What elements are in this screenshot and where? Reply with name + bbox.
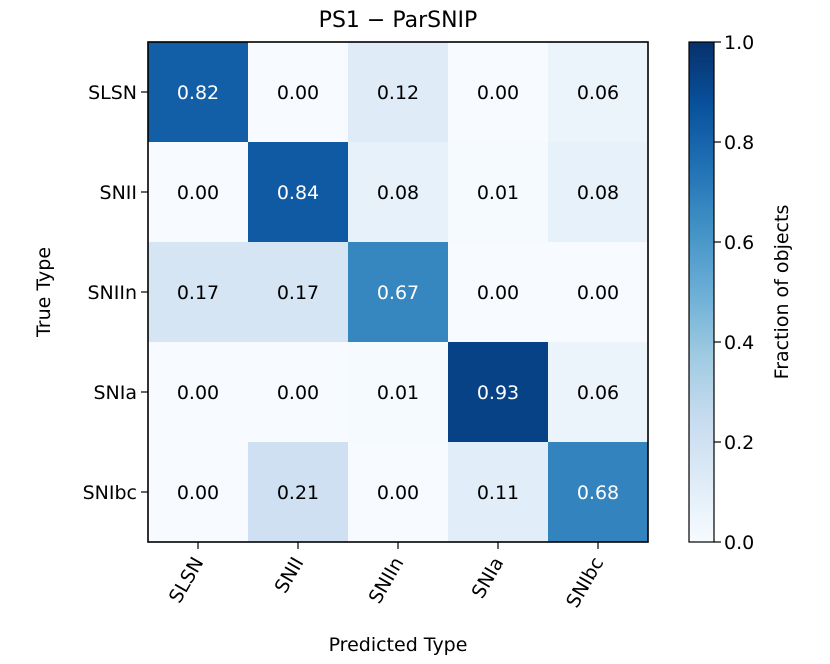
cell-value-label: 0.08 <box>377 182 419 204</box>
heatmap-cell <box>348 142 449 243</box>
x-tick-label: SLSN <box>165 554 209 607</box>
cell-value-label: 0.00 <box>177 182 219 204</box>
cell-value-label: 0.17 <box>277 282 319 304</box>
heatmap-cell <box>148 142 249 243</box>
chart-title: PS1 − ParSNIP <box>319 8 478 33</box>
heatmap-cell <box>348 242 449 343</box>
heatmap-cell <box>548 42 649 143</box>
heatmap-cell <box>548 242 649 343</box>
y-axis-label: True Type <box>33 247 55 338</box>
heatmap-cells <box>148 42 649 543</box>
cell-value-label: 0.00 <box>577 282 619 304</box>
cell-value-label: 0.84 <box>277 182 319 204</box>
colorbar-tick-label: 0.0 <box>724 532 754 554</box>
cell-value-label: 0.17 <box>177 282 219 304</box>
heatmap-cell <box>548 342 649 443</box>
y-tick-label: SNII <box>100 182 137 204</box>
colorbar-tick-label: 0.4 <box>724 332 754 354</box>
cell-value-label: 0.82 <box>177 82 219 104</box>
cell-value-label: 0.06 <box>577 82 619 104</box>
heatmap-cell <box>248 442 349 543</box>
y-tick-label: SNIa <box>93 382 137 404</box>
colorbar-tick-label: 0.8 <box>724 132 754 154</box>
cell-value-label: 0.12 <box>377 82 419 104</box>
x-tick-label: SNIIn <box>365 554 409 608</box>
x-tick-label: SNII <box>271 554 309 597</box>
heatmap-cell <box>148 442 249 543</box>
heatmap-cell <box>548 442 649 543</box>
cell-value-label: 0.00 <box>277 82 319 104</box>
cell-value-label: 0.06 <box>577 382 619 404</box>
colorbar-tick-label: 0.2 <box>724 432 754 454</box>
heatmap-cell <box>348 42 449 143</box>
colorbar-label: Fraction of objects <box>771 205 793 380</box>
heatmap-cell <box>248 42 349 143</box>
heatmap-cell <box>448 242 549 343</box>
x-axis-ticks: SLSN SNII SNIIn SNIa SNIbc <box>165 542 608 612</box>
heatmap-cell <box>148 342 249 443</box>
cell-value-label: 0.00 <box>477 82 519 104</box>
colorbar-tick-label: 1.0 <box>724 32 754 54</box>
heatmap-cell <box>148 42 249 143</box>
heatmap-cell <box>448 42 549 143</box>
heatmap-cell <box>448 142 549 243</box>
heatmap-cell <box>248 242 349 343</box>
cell-value-label: 0.21 <box>277 482 319 504</box>
colorbar <box>688 41 715 543</box>
x-axis-label: Predicted Type <box>329 634 468 656</box>
heatmap-value-labels: 0.82 0.00 0.12 0.00 0.06 0.00 0.84 0.08 0.01 0.08… <box>177 82 619 504</box>
cell-value-label: 0.11 <box>477 482 519 504</box>
cell-value-label: 0.08 <box>577 182 619 204</box>
heatmap-cell <box>248 142 349 243</box>
colorbar-ticks: 0.0 0.2 0.4 0.6 0.8 1.0 <box>714 32 754 554</box>
heatmap-cell <box>548 142 649 243</box>
heatmap-cell <box>348 342 449 443</box>
heatmap-cell <box>348 442 449 543</box>
colorbar-tick-label: 0.6 <box>724 232 754 254</box>
cell-value-label: 0.00 <box>177 482 219 504</box>
cell-value-label: 0.93 <box>477 382 519 404</box>
cell-value-label: 0.00 <box>377 482 419 504</box>
cell-value-label: 0.68 <box>577 482 619 504</box>
cell-value-label: 0.01 <box>377 382 419 404</box>
cell-value-label: 0.01 <box>477 182 519 204</box>
heatmap-cell <box>248 342 349 443</box>
cell-value-label: 0.00 <box>477 282 519 304</box>
cell-value-label: 0.67 <box>377 282 419 304</box>
heatmap-cell <box>448 442 549 543</box>
cell-value-label: 0.00 <box>177 382 219 404</box>
x-tick-label: SNIbc <box>562 554 608 612</box>
y-axis-ticks: SLSN SNII SNIIn SNIa SNIbc <box>83 82 148 504</box>
heatmap-cell <box>148 242 249 343</box>
cell-value-label: 0.00 <box>277 382 319 404</box>
heatmap-cell <box>448 342 549 443</box>
x-tick-label: SNIa <box>468 554 509 603</box>
y-tick-label: SLSN <box>88 82 137 104</box>
y-tick-label: SNIIn <box>87 282 137 304</box>
y-tick-label: SNIbc <box>83 482 137 504</box>
